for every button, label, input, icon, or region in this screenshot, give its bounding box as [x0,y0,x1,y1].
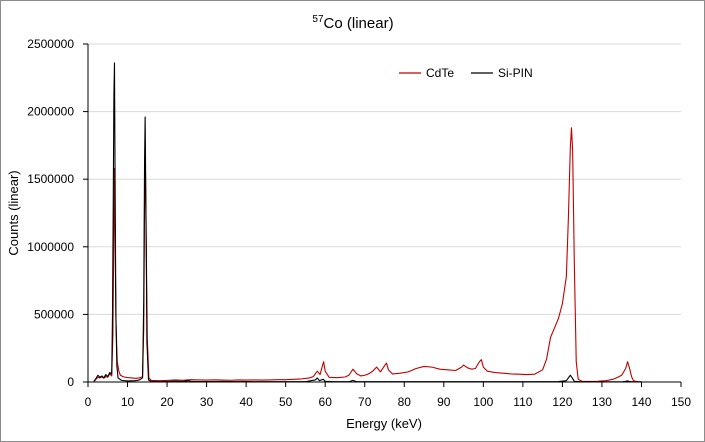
x-tick-label: 10 [121,395,135,409]
x-tick-label: 100 [473,395,493,409]
y-tick-label: 2000000 [27,105,74,119]
x-tick-label: 20 [160,395,174,409]
x-tick-label: 40 [239,395,253,409]
legend-label-si-pin: Si-PIN [498,66,533,80]
x-tick-label: 60 [319,395,333,409]
y-tick-label: 1000000 [27,240,74,254]
series-line-si-pin [93,62,642,383]
y-tick-label: 0 [67,375,74,389]
series-line-cdte [93,127,642,383]
x-tick-label: 90 [437,395,451,409]
x-tick-label: 140 [631,395,651,409]
series-lines [93,62,642,383]
chart-title-superscript: 57 [312,14,324,25]
axes: 0 500000 1000000 1500000 2000000 2500000 0 10 20… [27,37,691,409]
legend: CdTe Si-PIN [399,66,533,80]
x-tick-label: 30 [200,395,214,409]
x-tick-label: 110 [513,395,532,409]
x-axis-title: Energy (keV) [346,416,422,431]
x-tick-label: 70 [358,395,372,409]
y-tick-label: 1500000 [27,172,74,186]
x-tick-label: 130 [592,395,612,409]
x-tick-label: 80 [398,395,412,409]
y-axis-title: Counts (linear) [6,170,21,255]
chart-title: 57Co (linear) [312,14,393,32]
grid-lines [88,43,681,315]
x-tick-label: 0 [85,395,92,409]
y-tick-label: 2500000 [27,37,74,51]
x-tick-label: 150 [671,395,691,409]
x-tick-label: 120 [552,395,572,409]
chart-title-text: Co (linear) [324,15,394,32]
legend-label-cdte: CdTe [426,66,454,80]
y-tick-label: 500000 [34,307,74,321]
x-tick-label: 50 [279,395,293,409]
